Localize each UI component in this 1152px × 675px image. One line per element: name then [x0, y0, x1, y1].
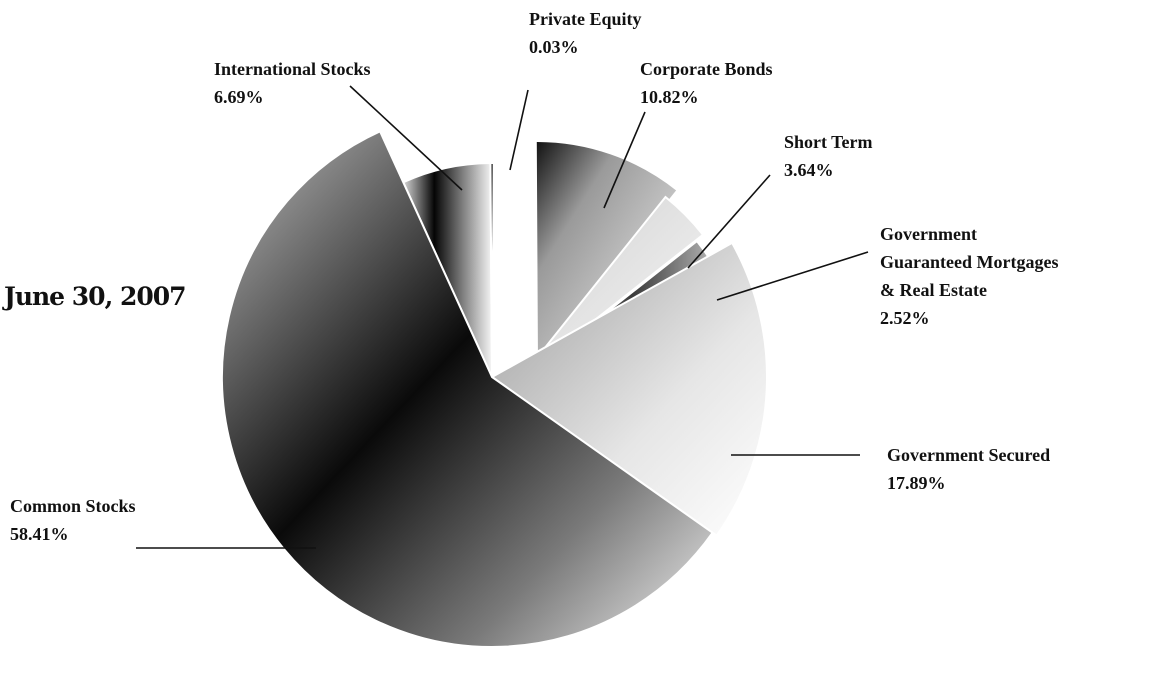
label-gov-mortgages-line-1: Government: [880, 224, 977, 244]
leader-gov-mortgages: [716, 251, 869, 301]
value-international-stocks: 6.69%: [214, 87, 264, 107]
slice-private-equity: [489, 161, 495, 378]
label-government-secured: Government Secured: [887, 445, 1050, 465]
slice-corporate-bonds: [534, 139, 679, 369]
value-short-term: 3.64%: [784, 160, 834, 180]
slice-common-stocks: [221, 129, 714, 648]
leader-corporate-bonds: [603, 111, 646, 209]
label-common-stocks: Common Stocks: [10, 496, 136, 516]
label-private-equity: Private Equity: [529, 9, 642, 29]
label-gov-mortgages-line-3: & Real Estate: [880, 280, 987, 300]
label-international-stocks: International Stocks: [214, 59, 371, 79]
leader-lines: [136, 85, 869, 549]
leader-private-equity: [509, 89, 529, 171]
slice-short-term: [519, 195, 705, 380]
label-corporate-bonds: Corporate Bonds: [640, 59, 773, 79]
chart-title: June 30, 2007: [2, 282, 186, 311]
leader-short-term: [687, 174, 771, 269]
value-corporate-bonds: 10.82%: [640, 87, 699, 107]
pie-slices: [221, 129, 768, 648]
value-common-stocks: 58.41%: [10, 524, 69, 544]
slice-government-secured: [490, 241, 768, 538]
leader-international-stocks: [349, 85, 463, 191]
value-private-equity: 0.03%: [529, 37, 579, 57]
value-government-secured: 17.89%: [887, 473, 946, 493]
label-short-term: Short Term: [784, 132, 873, 152]
label-gov-mortgages-line-2: Guaranteed Mortgages: [880, 252, 1058, 272]
value-gov-mortgages: 2.52%: [880, 308, 930, 328]
slice-labels: Common Stocks 58.41% International Stocks 6…: [10, 9, 1058, 544]
